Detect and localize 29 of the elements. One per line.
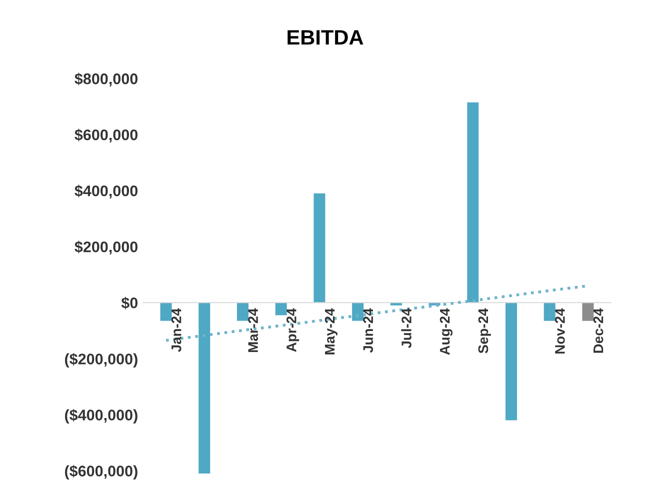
x-tick-label: Nov-24 (555, 308, 565, 354)
y-tick-label: $200,000 (74, 240, 138, 255)
x-tick-label: Aug-24 (440, 308, 453, 355)
x-tick-label: Apr-24 (286, 308, 300, 352)
chart-title: EBITDA (288, 30, 364, 45)
y-tick-label: $0 (121, 296, 138, 310)
x-tick-label: Jun-24 (363, 308, 374, 353)
bar (236, 302, 248, 321)
x-tick-label: Dec-24 (593, 308, 604, 353)
x-tick-label: Jan-24 (171, 308, 182, 352)
x-tick-label: May-24 (324, 308, 338, 354)
bar (275, 302, 287, 316)
x-tick-label: Sep-24 (478, 308, 491, 354)
bar (467, 102, 479, 303)
y-tick-label: ($600,000) (65, 465, 138, 480)
y-tick-label: ($400,000) (65, 408, 138, 424)
y-tick-label: $600,000 (74, 128, 138, 142)
bar (352, 302, 364, 321)
y-tick-label: $400,000 (74, 184, 138, 198)
bar (198, 302, 210, 474)
bar (582, 302, 594, 321)
x-tick-label: Mar-24 (248, 308, 258, 352)
bar (160, 302, 172, 321)
x-tick-label: Jul-24 (401, 308, 412, 348)
y-tick-label: $800,000 (74, 72, 138, 86)
y-tick-label: ($200,000) (65, 352, 138, 368)
bar (544, 302, 556, 321)
bar (506, 302, 518, 420)
bar (314, 193, 326, 303)
